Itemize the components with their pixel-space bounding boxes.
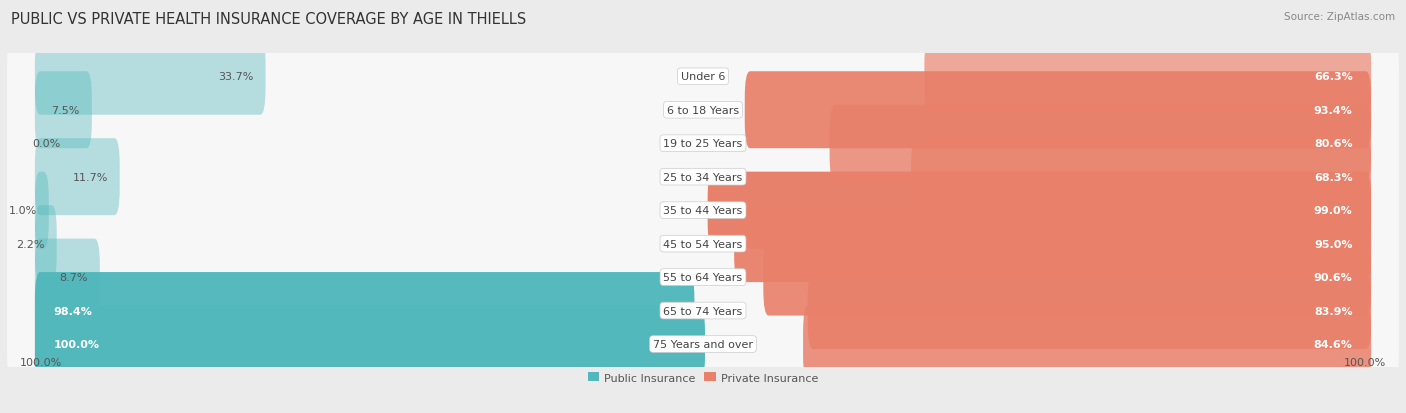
- Text: 11.7%: 11.7%: [72, 172, 108, 182]
- Text: 75 Years and over: 75 Years and over: [652, 339, 754, 349]
- FancyBboxPatch shape: [35, 39, 266, 116]
- Text: 95.0%: 95.0%: [1315, 239, 1353, 249]
- FancyBboxPatch shape: [35, 239, 100, 316]
- Text: 45 to 54 Years: 45 to 54 Years: [664, 239, 742, 249]
- Text: 93.4%: 93.4%: [1313, 105, 1353, 116]
- FancyBboxPatch shape: [35, 72, 91, 149]
- Text: 90.6%: 90.6%: [1313, 273, 1353, 282]
- FancyBboxPatch shape: [35, 306, 704, 382]
- Text: 99.0%: 99.0%: [1313, 206, 1353, 216]
- Text: 35 to 44 Years: 35 to 44 Years: [664, 206, 742, 216]
- FancyBboxPatch shape: [7, 182, 1399, 306]
- Legend: Public Insurance, Private Insurance: Public Insurance, Private Insurance: [583, 368, 823, 387]
- FancyBboxPatch shape: [35, 172, 49, 249]
- FancyBboxPatch shape: [7, 115, 1399, 240]
- FancyBboxPatch shape: [803, 306, 1371, 382]
- FancyBboxPatch shape: [7, 15, 1399, 139]
- FancyBboxPatch shape: [830, 105, 1371, 182]
- Text: 84.6%: 84.6%: [1313, 339, 1353, 349]
- FancyBboxPatch shape: [707, 172, 1371, 249]
- FancyBboxPatch shape: [35, 139, 120, 216]
- Text: 68.3%: 68.3%: [1315, 172, 1353, 182]
- Text: 83.9%: 83.9%: [1315, 306, 1353, 316]
- FancyBboxPatch shape: [7, 114, 1402, 240]
- FancyBboxPatch shape: [763, 239, 1371, 316]
- Text: 65 to 74 Years: 65 to 74 Years: [664, 306, 742, 316]
- Text: 33.7%: 33.7%: [218, 72, 253, 82]
- FancyBboxPatch shape: [7, 81, 1402, 207]
- Text: 80.6%: 80.6%: [1315, 139, 1353, 149]
- Text: Source: ZipAtlas.com: Source: ZipAtlas.com: [1284, 12, 1395, 22]
- FancyBboxPatch shape: [911, 139, 1371, 216]
- Text: 25 to 34 Years: 25 to 34 Years: [664, 172, 742, 182]
- FancyBboxPatch shape: [7, 47, 1402, 173]
- Text: PUBLIC VS PRIVATE HEALTH INSURANCE COVERAGE BY AGE IN THIELLS: PUBLIC VS PRIVATE HEALTH INSURANCE COVER…: [11, 12, 526, 27]
- FancyBboxPatch shape: [7, 248, 1402, 374]
- Text: 100.0%: 100.0%: [53, 339, 100, 349]
- FancyBboxPatch shape: [7, 282, 1399, 406]
- Text: 8.7%: 8.7%: [59, 273, 89, 282]
- Text: 100.0%: 100.0%: [1344, 358, 1386, 368]
- FancyBboxPatch shape: [807, 273, 1371, 349]
- FancyBboxPatch shape: [734, 206, 1371, 282]
- FancyBboxPatch shape: [7, 249, 1399, 373]
- Text: 1.0%: 1.0%: [8, 206, 37, 216]
- Text: 2.2%: 2.2%: [17, 239, 45, 249]
- FancyBboxPatch shape: [924, 39, 1371, 116]
- FancyBboxPatch shape: [7, 147, 1402, 274]
- Text: 100.0%: 100.0%: [20, 358, 62, 368]
- FancyBboxPatch shape: [745, 72, 1371, 149]
- Text: Under 6: Under 6: [681, 72, 725, 82]
- FancyBboxPatch shape: [7, 82, 1399, 206]
- Text: 6 to 18 Years: 6 to 18 Years: [666, 105, 740, 116]
- FancyBboxPatch shape: [7, 48, 1399, 173]
- FancyBboxPatch shape: [7, 281, 1402, 407]
- Text: 19 to 25 Years: 19 to 25 Years: [664, 139, 742, 149]
- Text: 66.3%: 66.3%: [1313, 72, 1353, 82]
- Text: 98.4%: 98.4%: [53, 306, 93, 316]
- FancyBboxPatch shape: [35, 206, 56, 282]
- FancyBboxPatch shape: [7, 181, 1402, 307]
- FancyBboxPatch shape: [7, 149, 1399, 273]
- Text: 0.0%: 0.0%: [32, 139, 60, 149]
- Text: 55 to 64 Years: 55 to 64 Years: [664, 273, 742, 282]
- Text: 7.5%: 7.5%: [52, 105, 80, 116]
- FancyBboxPatch shape: [7, 215, 1399, 339]
- FancyBboxPatch shape: [7, 14, 1402, 140]
- FancyBboxPatch shape: [35, 273, 695, 349]
- FancyBboxPatch shape: [7, 214, 1402, 341]
